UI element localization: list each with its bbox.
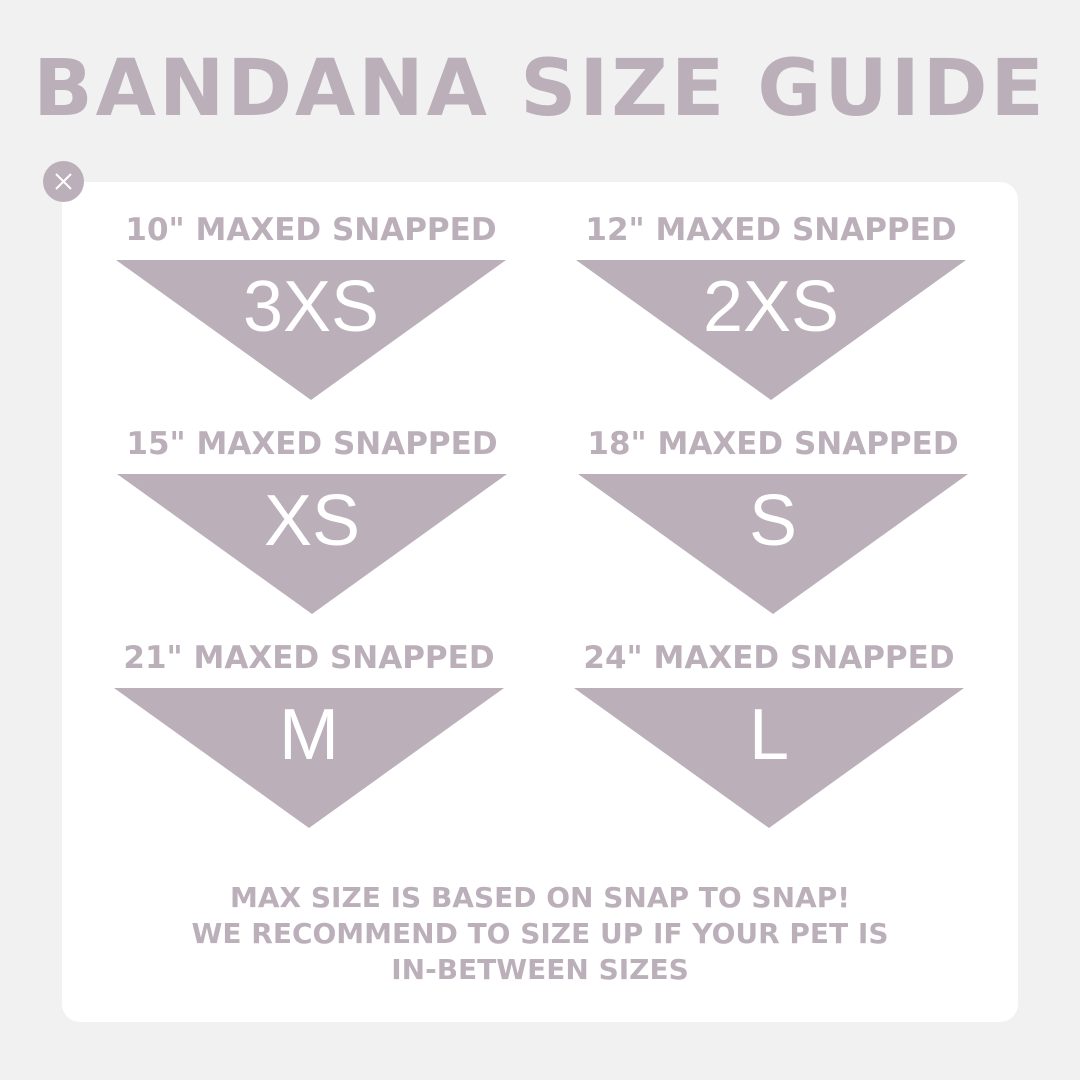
size-label: 21" MAXED SNAPPED bbox=[123, 640, 495, 676]
size-name: M bbox=[279, 695, 339, 775]
size-item: 15" MAXED SNAPPED XS bbox=[117, 426, 507, 634]
size-name: L bbox=[748, 695, 790, 775]
size-label: 12" MAXED SNAPPED bbox=[585, 212, 957, 248]
bandana-triangle bbox=[578, 474, 968, 614]
size-label: 15" MAXED SNAPPED bbox=[126, 426, 498, 462]
note-line: MAX SIZE IS BASED ON SNAP TO SNAP! bbox=[230, 881, 850, 914]
page-title: BANDANA SIZE GUIDE bbox=[33, 44, 1047, 134]
note-line: IN-BETWEEN SIZES bbox=[391, 953, 689, 986]
size-item: 12" MAXED SNAPPED 2XS bbox=[576, 212, 966, 420]
size-name: 2XS bbox=[702, 267, 840, 347]
bandana-triangle bbox=[574, 688, 964, 828]
size-name: S bbox=[748, 481, 798, 561]
bandana-triangle bbox=[117, 474, 507, 614]
size-name: XS bbox=[263, 481, 361, 561]
size-note: MAX SIZE IS BASED ON SNAP TO SNAP! WE RE… bbox=[0, 880, 1080, 988]
note-line: WE RECOMMEND TO SIZE UP IF YOUR PET IS bbox=[191, 917, 889, 950]
size-name: 3XS bbox=[242, 267, 380, 347]
size-label: 10" MAXED SNAPPED bbox=[125, 212, 497, 248]
size-item: 18" MAXED SNAPPED S bbox=[578, 426, 968, 634]
size-item: 21" MAXED SNAPPED M bbox=[114, 640, 504, 848]
size-item: 10" MAXED SNAPPED 3XS bbox=[116, 212, 506, 420]
bandana-triangle bbox=[114, 688, 504, 828]
close-icon bbox=[55, 173, 72, 190]
bandana-triangle bbox=[576, 260, 966, 400]
close-button[interactable] bbox=[43, 161, 84, 202]
bandana-triangle bbox=[116, 260, 506, 400]
size-label: 18" MAXED SNAPPED bbox=[587, 426, 959, 462]
size-item: 24" MAXED SNAPPED L bbox=[574, 640, 964, 848]
size-label: 24" MAXED SNAPPED bbox=[583, 640, 955, 676]
